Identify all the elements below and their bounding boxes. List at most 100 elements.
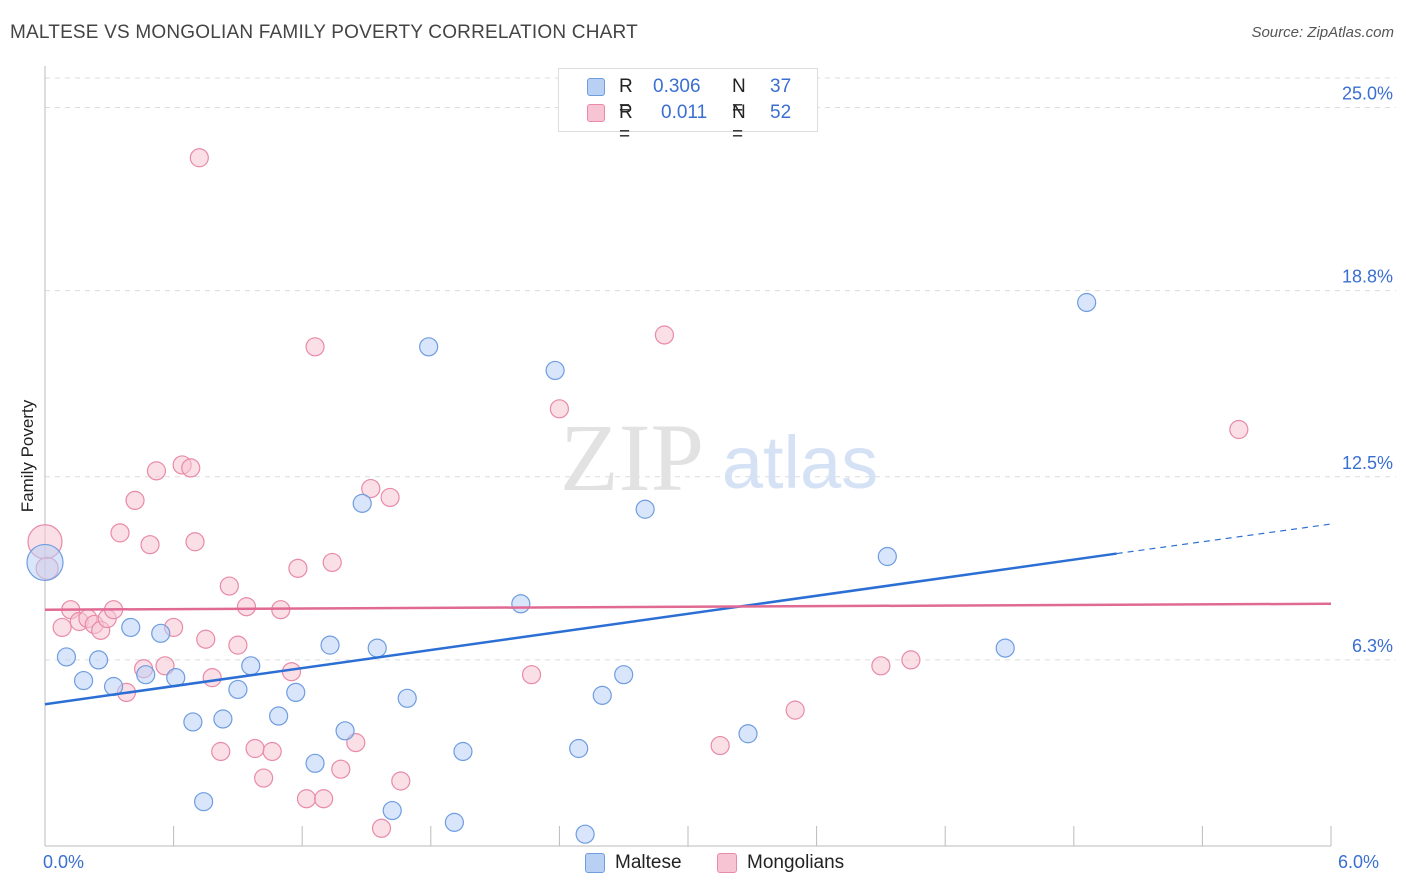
mongolian-point	[296, 789, 317, 809]
mongolian-point	[181, 458, 201, 478]
maltese-trend-extension	[1116, 523, 1332, 555]
mongolian-point	[219, 576, 239, 596]
maltese-point	[367, 638, 387, 658]
maltese-point	[213, 709, 233, 729]
maltese-point	[614, 665, 634, 685]
y-axis-label: Family Poverty	[18, 399, 37, 513]
mongolian-point	[228, 635, 248, 655]
legend-n-label: N =	[732, 102, 746, 145]
maltese-point	[183, 712, 203, 732]
mongolian-point	[331, 759, 351, 779]
legend-n-value: 37	[770, 76, 792, 97]
x-tick-max: 6.0%	[1338, 852, 1380, 872]
maltese-point	[26, 543, 64, 582]
mongolian-point	[322, 552, 342, 573]
mongolian-point	[380, 487, 400, 508]
maltese-point	[269, 706, 289, 726]
mongolian-point	[189, 148, 209, 168]
maltese-point	[56, 647, 77, 667]
maltese-point	[151, 623, 171, 643]
mongolian-point	[52, 617, 72, 638]
legend-swatch-maltese	[587, 78, 605, 96]
mongolian-point	[196, 629, 216, 649]
maltese-point	[569, 738, 589, 759]
maltese-point	[382, 800, 402, 821]
mongolian-point	[211, 741, 231, 762]
maltese-trend-line	[44, 552, 1117, 706]
mongolian-point	[254, 768, 274, 788]
mongolian-point	[361, 478, 381, 499]
legend-swatch-mongolians	[587, 104, 605, 122]
mongolian-point	[371, 818, 392, 838]
bottom-legend-label-maltese: Maltese	[615, 852, 682, 873]
mongolian-point	[140, 535, 160, 555]
mongolian-point	[281, 662, 302, 682]
maltese-point	[511, 594, 531, 614]
axes	[44, 66, 1332, 847]
mongolian-point	[146, 461, 167, 481]
maltese-point	[73, 670, 94, 691]
maltese-point	[136, 665, 156, 685]
mongolian-point	[245, 738, 265, 759]
mongolian-point	[654, 325, 675, 345]
maltese-point	[877, 546, 897, 567]
maltese-point	[453, 741, 473, 762]
chart-title: MALTESE VS MONGOLIAN FAMILY POVERTY CORR…	[10, 22, 638, 43]
mongolian-point	[155, 656, 175, 676]
legend-n-value: 52	[770, 102, 792, 123]
maltese-point	[305, 753, 325, 773]
maltese-point	[738, 724, 758, 744]
maltese-point	[352, 493, 372, 513]
maltese-point	[194, 792, 214, 812]
maltese-point	[320, 635, 340, 655]
mongolian-point	[785, 700, 805, 720]
maltese-point	[575, 824, 595, 844]
legend-r-label: R =	[619, 102, 633, 145]
y-tick-labels: 6.3% 12.5% 18.8% 25.0%	[1342, 84, 1393, 656]
maltese-point	[995, 638, 1015, 658]
mongolian-point	[236, 597, 257, 617]
maltese-point	[444, 812, 464, 832]
mongolian-point	[549, 399, 570, 419]
legend-r-value: 0.011	[661, 102, 708, 123]
y-tick-label: 18.8%	[1342, 267, 1393, 287]
maltese-point	[286, 682, 306, 703]
mongolian-point	[901, 650, 921, 670]
x-tick-min: 0.0%	[43, 852, 85, 872]
mongolian-point	[391, 771, 411, 791]
maltese-point	[335, 721, 355, 741]
mongolian-point	[871, 656, 891, 676]
mongolian-point	[288, 558, 308, 578]
maltese-points	[26, 292, 1097, 844]
maltese-point	[88, 650, 109, 670]
mongolian-point	[305, 337, 325, 357]
legend-r-label: R =	[619, 76, 633, 119]
watermark-atlas: atlas	[722, 421, 878, 504]
source-credit: Source: ZipAtlas.com	[1251, 24, 1394, 41]
bottom-legend-label-mongolians: Mongolians	[747, 852, 845, 873]
maltese-point	[1077, 292, 1097, 313]
legend-r-value: 0.306	[653, 76, 701, 97]
maltese-point	[121, 617, 141, 638]
mongolian-trend-line	[44, 602, 1332, 611]
mongolian-point	[110, 523, 130, 543]
mongolian-point	[125, 490, 145, 510]
mongolian-point	[346, 733, 366, 753]
gridlines	[45, 77, 1396, 661]
mongolian-point	[202, 668, 222, 688]
y-tick-label: 12.5%	[1342, 453, 1393, 473]
maltese-point	[228, 679, 248, 700]
mongolian-point	[710, 735, 730, 756]
maltese-point	[592, 685, 612, 705]
mongolian-point	[1229, 419, 1249, 440]
y-tick-label: 6.3%	[1352, 636, 1393, 656]
y-tick-label: 25.0%	[1342, 84, 1393, 104]
maltese-point	[241, 656, 261, 676]
maltese-point	[545, 360, 565, 381]
correlation-legend: R = 0.306 N = 37 R = 0.011 N = 52	[558, 68, 818, 145]
maltese-point	[419, 337, 439, 357]
watermark: ZIP atlas	[560, 404, 878, 511]
mongolian-point	[185, 532, 205, 552]
maltese-point	[635, 499, 655, 519]
